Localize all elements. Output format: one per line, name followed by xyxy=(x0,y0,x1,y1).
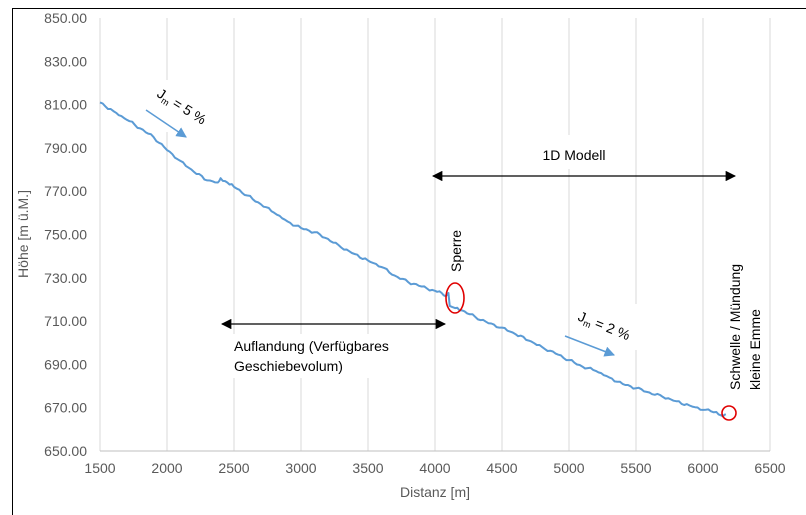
y-tick-label: 730.00 xyxy=(44,270,87,286)
y-tick-label: 690.00 xyxy=(44,356,87,372)
series-group xyxy=(99,101,727,418)
x-tick-label: 2000 xyxy=(151,460,182,476)
x-tick-label: 5500 xyxy=(620,460,651,476)
x-tick-label: 3000 xyxy=(285,460,316,476)
series-line xyxy=(99,101,727,418)
x-tick-labels: 1500 2000 2500 3000 3500 4000 4500 5000 5500 6000… xyxy=(84,460,785,476)
x-tick-label: 6500 xyxy=(754,460,785,476)
x-tick-label: 2500 xyxy=(218,460,249,476)
label-background-auflandung xyxy=(228,334,428,378)
gridlines xyxy=(99,18,771,451)
y-tick-label: 770.00 xyxy=(44,183,87,199)
model-label: 1D Modell xyxy=(542,147,605,163)
label-background-schwelle xyxy=(714,214,766,398)
label-background-sperre xyxy=(440,204,470,280)
schwelle-label-line2: kleine Emme xyxy=(747,309,763,390)
auflandung-label-line1: Auflandung (Verfügbares xyxy=(234,338,389,354)
x-tick-label: 3500 xyxy=(352,460,383,476)
x-tick-label: 6000 xyxy=(687,460,718,476)
y-tick-labels: 650.00 670.00 690.00 710.00 730.00 750.00 770.… xyxy=(44,10,87,459)
y-tick-label: 670.00 xyxy=(44,400,87,416)
label-background-model xyxy=(522,135,622,169)
slope-arrow-upper xyxy=(145,109,187,138)
slope-arrow-lower xyxy=(564,335,615,357)
x-tick-label: 1500 xyxy=(84,460,115,476)
x-tick-label: 5000 xyxy=(553,460,584,476)
sperre-highlight xyxy=(445,282,465,314)
schwelle-label-line1: Schwelle / Mündung xyxy=(727,264,743,390)
sperre-label: Sperre xyxy=(448,230,464,272)
y-tick-label: 750.00 xyxy=(44,227,87,243)
muendung-highlight xyxy=(721,405,737,421)
x-tick-label: 4500 xyxy=(486,460,517,476)
y-tick-label: 790.00 xyxy=(44,140,87,156)
y-tick-label: 850.00 xyxy=(44,10,87,26)
y-tick-label: 650.00 xyxy=(44,443,87,459)
y-tick-label: 710.00 xyxy=(44,313,87,329)
auflandung-label-line2: Geschiebevolum) xyxy=(234,358,343,374)
y-tick-label: 830.00 xyxy=(44,53,87,69)
y-tick-label: 810.00 xyxy=(44,97,87,113)
x-tick-label: 4000 xyxy=(419,460,450,476)
y-axis-title: Höhe [m ü.M.] xyxy=(15,190,31,278)
x-axis-title: Distanz [m] xyxy=(400,484,470,500)
